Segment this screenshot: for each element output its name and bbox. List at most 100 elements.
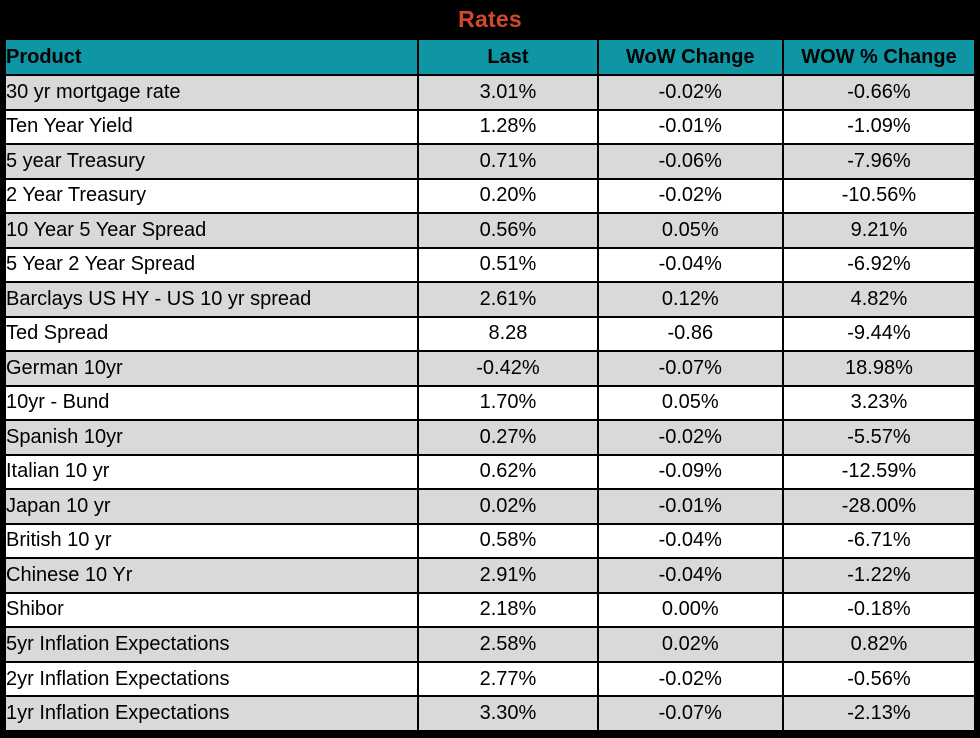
wow-change-cell: -0.86	[596, 315, 784, 353]
header-last: Last	[417, 38, 599, 76]
wow-pct-change-cell: -0.56%	[781, 660, 977, 698]
table-row: Barclays US HY - US 10 yr spread 2.61% 0…	[3, 281, 977, 318]
wow-change-cell: 0.02%	[596, 626, 784, 663]
product-cell: Ten Year Yield	[3, 108, 420, 146]
header-row: Product Last WoW Change WOW % Change	[3, 38, 977, 76]
product-cell: Barclays US HY - US 10 yr spread	[3, 281, 420, 318]
table-row: Italian 10 yr 0.62% -0.09% -12.59%	[3, 453, 977, 491]
last-cell: 3.01%	[417, 74, 599, 111]
product-cell: Spanish 10yr	[3, 419, 420, 456]
rates-table: Product Last WoW Change WOW % Change 30 …	[3, 38, 977, 732]
table-row: 5yr Inflation Expectations 2.58% 0.02% 0…	[3, 626, 977, 663]
last-cell: 0.20%	[417, 177, 599, 215]
wow-pct-change-cell: -9.44%	[781, 315, 977, 353]
product-cell: Japan 10 yr	[3, 488, 420, 525]
last-cell: 0.71%	[417, 143, 599, 180]
product-cell: 10 Year 5 Year Spread	[3, 212, 420, 249]
product-cell: Italian 10 yr	[3, 453, 420, 491]
wow-change-cell: 0.12%	[596, 281, 784, 318]
product-cell: 30 yr mortgage rate	[3, 74, 420, 111]
table-row: German 10yr -0.42% -0.07% 18.98%	[3, 350, 977, 387]
table-row: Chinese 10 Yr 2.91% -0.04% -1.22%	[3, 557, 977, 594]
wow-pct-change-cell: 0.82%	[781, 626, 977, 663]
wow-change-cell: 0.00%	[596, 591, 784, 629]
product-cell: Chinese 10 Yr	[3, 557, 420, 594]
table-row: British 10 yr 0.58% -0.04% -6.71%	[3, 522, 977, 560]
wow-change-cell: -0.01%	[596, 488, 784, 525]
table-row: 5 year Treasury 0.71% -0.06% -7.96%	[3, 143, 977, 180]
table-row: 10 Year 5 Year Spread 0.56% 0.05% 9.21%	[3, 212, 977, 249]
wow-change-cell: 0.05%	[596, 212, 784, 249]
last-cell: 3.30%	[417, 695, 599, 732]
product-cell: 2yr Inflation Expectations	[3, 660, 420, 698]
table-title-bar: Rates	[4, 0, 976, 38]
last-cell: -0.42%	[417, 350, 599, 387]
table-row: Ten Year Yield 1.28% -0.01% -1.09%	[3, 108, 977, 146]
product-cell: 5yr Inflation Expectations	[3, 626, 420, 663]
wow-change-cell: 0.05%	[596, 384, 784, 422]
wow-pct-change-cell: 4.82%	[781, 281, 977, 318]
wow-change-cell: -0.04%	[596, 522, 784, 560]
product-cell: British 10 yr	[3, 522, 420, 560]
table-body: 30 yr mortgage rate 3.01% -0.02% -0.66% …	[3, 74, 977, 732]
wow-pct-change-cell: 9.21%	[781, 212, 977, 249]
last-cell: 1.28%	[417, 108, 599, 146]
last-cell: 8.28	[417, 315, 599, 353]
wow-pct-change-cell: -0.18%	[781, 591, 977, 629]
table-row: Japan 10 yr 0.02% -0.01% -28.00%	[3, 488, 977, 525]
last-cell: 1.70%	[417, 384, 599, 422]
last-cell: 2.18%	[417, 591, 599, 629]
header-product: Product	[3, 38, 420, 76]
wow-change-cell: -0.02%	[596, 177, 784, 215]
wow-change-cell: -0.04%	[596, 557, 784, 594]
wow-change-cell: -0.07%	[596, 350, 784, 387]
wow-pct-change-cell: -7.96%	[781, 143, 977, 180]
product-cell: German 10yr	[3, 350, 420, 387]
wow-pct-change-cell: -6.92%	[781, 246, 977, 284]
wow-change-cell: -0.06%	[596, 143, 784, 180]
table-row: 30 yr mortgage rate 3.01% -0.02% -0.66%	[3, 74, 977, 111]
last-cell: 0.56%	[417, 212, 599, 249]
table-title: Rates	[458, 5, 522, 32]
table-row: 1yr Inflation Expectations 3.30% -0.07% …	[3, 695, 977, 732]
table-row: 5 Year 2 Year Spread 0.51% -0.04% -6.92%	[3, 246, 977, 284]
wow-change-cell: -0.07%	[596, 695, 784, 732]
wow-pct-change-cell: -5.57%	[781, 419, 977, 456]
product-cell: 1yr Inflation Expectations	[3, 695, 420, 732]
table-row: 2 Year Treasury 0.20% -0.02% -10.56%	[3, 177, 977, 215]
last-cell: 2.58%	[417, 626, 599, 663]
header-wow-pct-change: WOW % Change	[781, 38, 977, 76]
table-header: Product Last WoW Change WOW % Change	[3, 38, 977, 76]
table-row: Ted Spread 8.28 -0.86 -9.44%	[3, 315, 977, 353]
product-cell: 5 Year 2 Year Spread	[3, 246, 420, 284]
last-cell: 0.51%	[417, 246, 599, 284]
product-cell: 2 Year Treasury	[3, 177, 420, 215]
wow-pct-change-cell: -1.09%	[781, 108, 977, 146]
wow-change-cell: -0.02%	[596, 419, 784, 456]
wow-pct-change-cell: -28.00%	[781, 488, 977, 525]
header-wow-change: WoW Change	[596, 38, 784, 76]
wow-change-cell: -0.04%	[596, 246, 784, 284]
wow-pct-change-cell: 3.23%	[781, 384, 977, 422]
wow-pct-change-cell: 18.98%	[781, 350, 977, 387]
wow-change-cell: -0.02%	[596, 74, 784, 111]
product-cell: 5 year Treasury	[3, 143, 420, 180]
last-cell: 0.58%	[417, 522, 599, 560]
last-cell: 0.62%	[417, 453, 599, 491]
last-cell: 0.27%	[417, 419, 599, 456]
wow-pct-change-cell: -6.71%	[781, 522, 977, 560]
wow-pct-change-cell: -10.56%	[781, 177, 977, 215]
wow-pct-change-cell: -2.13%	[781, 695, 977, 732]
product-cell: Ted Spread	[3, 315, 420, 353]
wow-change-cell: -0.02%	[596, 660, 784, 698]
table-row: 2yr Inflation Expectations 2.77% -0.02% …	[3, 660, 977, 698]
wow-pct-change-cell: -0.66%	[781, 74, 977, 111]
table-row: Shibor 2.18% 0.00% -0.18%	[3, 591, 977, 629]
product-cell: 10yr - Bund	[3, 384, 420, 422]
table-row: 10yr - Bund 1.70% 0.05% 3.23%	[3, 384, 977, 422]
wow-change-cell: -0.09%	[596, 453, 784, 491]
last-cell: 2.91%	[417, 557, 599, 594]
product-cell: Shibor	[3, 591, 420, 629]
last-cell: 2.61%	[417, 281, 599, 318]
